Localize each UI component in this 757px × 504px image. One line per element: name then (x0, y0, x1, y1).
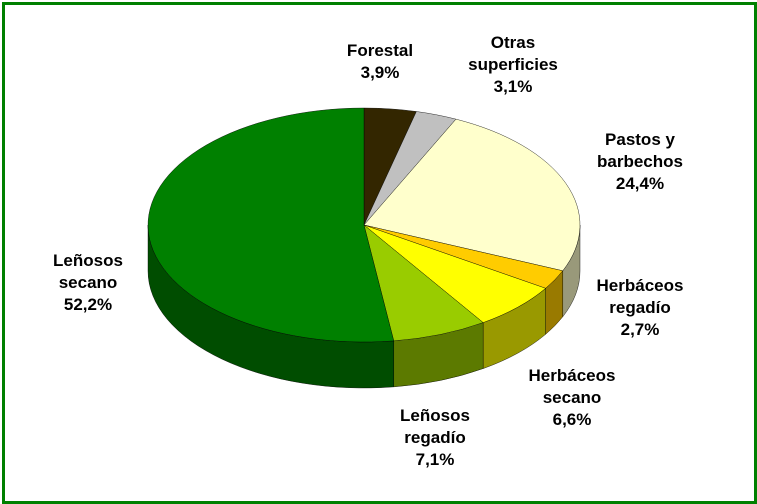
slice-value: 6,6% (552, 410, 592, 429)
slice (363, 118, 581, 272)
slice-label: Herbáceos regadío 2,7% (597, 275, 684, 341)
slice-value: 3,9% (360, 63, 400, 82)
slice-name: Otras superficies (468, 33, 558, 74)
slice-value: 3,1% (493, 77, 533, 96)
slice-value: 24,4% (615, 174, 665, 193)
slice-name: Pastos y barbechos (597, 130, 683, 171)
slice-label: Leñosos secano 52,2% (53, 250, 123, 316)
slice-value: 2,7% (620, 320, 660, 339)
slice-name: Forestal (346, 41, 414, 60)
slice-label: Herbáceos secano 6,6% (529, 365, 616, 431)
slice-label: Pastos y barbechos 24,4% (597, 129, 683, 195)
slice-name: Leñosos secano (53, 251, 123, 292)
slice-name: Herbáceos secano (528, 366, 616, 407)
slice-value: 52,2% (63, 295, 113, 314)
slice-label: Leñosos regadío 7,1% (400, 405, 470, 471)
slice-name: Herbáceos regadío (596, 276, 684, 317)
slice-value: 7,1% (415, 450, 455, 469)
slice-label: Otras superficies 3,1% (468, 32, 558, 98)
slice-label: Forestal 3,9% (347, 40, 413, 84)
slice-name: Leñosos regadío (400, 406, 470, 447)
slice (147, 107, 395, 343)
